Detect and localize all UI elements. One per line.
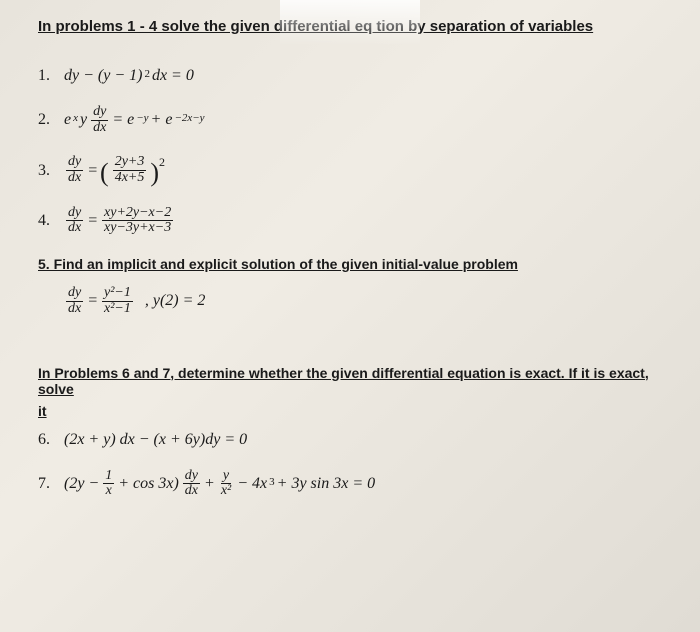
expr-part: e [64, 111, 71, 129]
equals: = [87, 292, 98, 310]
exponent: 2 [159, 155, 165, 170]
denominator: dx [66, 221, 83, 236]
equation: dydx = xy+2y−x−2xy−3y+x−3 [64, 206, 175, 236]
denominator: x² [219, 484, 233, 499]
problem-6: 6. (2x + y) dx − (x + 6y)dy = 0 [38, 431, 660, 449]
fraction: y²−1x²−1 [102, 286, 133, 316]
denominator: dx [66, 302, 83, 317]
equation: dydx = y²−1x²−1 , y(2) = 2 [64, 286, 205, 316]
fraction: yx² [219, 469, 233, 499]
problem-number: 1. [38, 67, 56, 85]
expr-part: dx = 0 [152, 67, 194, 85]
fraction: dydx [66, 155, 83, 185]
expr-part: − 4x [237, 475, 267, 493]
numerator: 2y+3 [113, 155, 147, 171]
expr-part: y [80, 111, 87, 129]
equals: = [87, 212, 98, 230]
problem-1: 1. dy − (y − 1)2 dx = 0 [38, 67, 660, 85]
numerator: dy [183, 469, 200, 485]
expr-part: (2y − [64, 475, 99, 493]
denominator: x [104, 484, 114, 499]
initial-condition: , y(2) = 2 [145, 292, 206, 310]
problem-7: 7. (2y − 1x + cos 3x) dydx + yx² − 4x3 +… [38, 469, 660, 499]
numerator: dy [91, 105, 108, 121]
expr-part: + e [151, 111, 173, 129]
numerator: dy [66, 286, 83, 302]
equation: (2y − 1x + cos 3x) dydx + yx² − 4x3 + 3y… [64, 469, 375, 499]
fraction: dydx [66, 286, 83, 316]
equation: (2x + y) dx − (x + 6y)dy = 0 [64, 431, 247, 449]
expr-part: + [204, 475, 215, 493]
fraction: 1x [103, 469, 114, 499]
expr-part: + cos 3x) [118, 475, 179, 493]
problem-number: 6. [38, 431, 56, 449]
numerator: dy [66, 206, 83, 222]
instructions-heading: In problems 1 - 4 solve the given differ… [38, 18, 660, 35]
exponent: −y [136, 112, 148, 124]
numerator: dy [66, 155, 83, 171]
expr-part: + 3y sin 3x = 0 [277, 475, 375, 493]
numerator: xy+2y−x−2 [102, 206, 173, 222]
problem-number: 2. [38, 111, 56, 129]
expr-part: = e [112, 111, 134, 129]
problem-3: 3. dydx = ( 2y+34x+5 ) 2 [38, 155, 660, 185]
problem-2: 2. exy dydx = e−y + e−2x−y [38, 105, 660, 135]
denominator: dx [91, 121, 108, 136]
problem-number: 7. [38, 475, 56, 493]
problem-5-heading: 5. Find an implicit and explicit solutio… [38, 256, 660, 272]
denominator: dx [183, 484, 200, 499]
it-label: it [38, 403, 660, 419]
equation: dy − (y − 1)2 dx = 0 [64, 67, 194, 85]
denominator: dx [66, 171, 83, 186]
equation: exy dydx = e−y + e−2x−y [64, 105, 205, 135]
denominator: xy−3y+x−3 [102, 221, 173, 236]
fraction: xy+2y−x−2xy−3y+x−3 [102, 206, 173, 236]
exponent: 2 [144, 68, 150, 80]
problem-number: 3. [38, 162, 56, 180]
equals: = [87, 162, 98, 180]
expr-part: (2x + y) dx − (x + 6y)dy = 0 [64, 431, 247, 449]
fraction: dydx [91, 105, 108, 135]
exponent: −2x−y [174, 112, 204, 124]
numerator: y²−1 [102, 286, 133, 302]
problem-5: dydx = y²−1x²−1 , y(2) = 2 [64, 286, 660, 316]
expr-part: dy − (y − 1) [64, 67, 142, 85]
exponent: 3 [269, 476, 275, 488]
problem-4: 4. dydx = xy+2y−x−2xy−3y+x−3 [38, 206, 660, 236]
fraction: dydx [183, 469, 200, 499]
equation: dydx = ( 2y+34x+5 ) 2 [64, 155, 167, 185]
numerator: 1 [103, 469, 114, 485]
fraction: dydx [66, 206, 83, 236]
problem-number: 4. [38, 212, 56, 230]
numerator: y [221, 469, 231, 485]
denominator: 4x+5 [113, 171, 147, 186]
exponent: x [73, 112, 78, 124]
denominator: x²−1 [102, 302, 133, 317]
problems-6-7-heading: In Problems 6 and 7, determine whether t… [38, 365, 660, 397]
fraction: 2y+34x+5 [113, 155, 147, 185]
